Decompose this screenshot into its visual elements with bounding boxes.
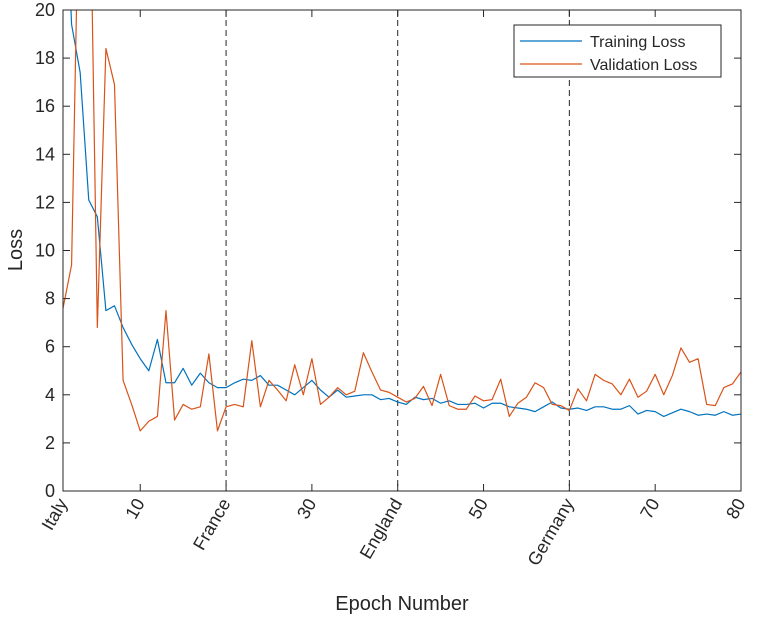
- x-tick-label: 50: [465, 495, 492, 522]
- y-axis: 0 2 4 6 8 10 12 14 16 18 20: [35, 0, 741, 501]
- y-tick-label: 6: [45, 337, 55, 357]
- series-group: [63, 10, 741, 432]
- x-tick-label: 70: [636, 495, 663, 522]
- y-tick-label: 14: [35, 144, 55, 164]
- y-tick-label: 0: [45, 481, 55, 501]
- x-tick-label: England: [356, 495, 406, 562]
- x-axis-label: Epoch Number: [335, 593, 469, 615]
- plot-area: [63, 10, 741, 491]
- series-line-validation-loss: [63, 10, 741, 432]
- legend-label-training: Training Loss: [590, 34, 685, 51]
- legend-box: [513, 24, 722, 78]
- y-tick-label: 4: [45, 385, 55, 405]
- y-tick-label: 10: [35, 241, 55, 261]
- y-tick-label: 18: [35, 48, 55, 68]
- y-axis-label: Loss: [5, 229, 27, 271]
- legend: Training Loss Validation Loss: [513, 24, 722, 78]
- y-tick-label: 12: [35, 192, 55, 212]
- y-tick-label: 2: [45, 433, 55, 453]
- y-tick-label: 16: [35, 96, 55, 116]
- x-tick-label: France: [189, 495, 234, 554]
- y-tick-label: 20: [35, 0, 55, 20]
- y-tick-label: 8: [45, 289, 55, 309]
- legend-label-validation: Validation Loss: [590, 57, 697, 74]
- x-tick-label: 10: [121, 495, 148, 522]
- x-tick-label: 80: [722, 495, 749, 522]
- x-tick-label: Italy: [38, 495, 72, 534]
- x-tick-label: Germany: [523, 495, 577, 569]
- series-line-training-loss: [70, 10, 741, 418]
- x-tick-label: 30: [293, 495, 320, 522]
